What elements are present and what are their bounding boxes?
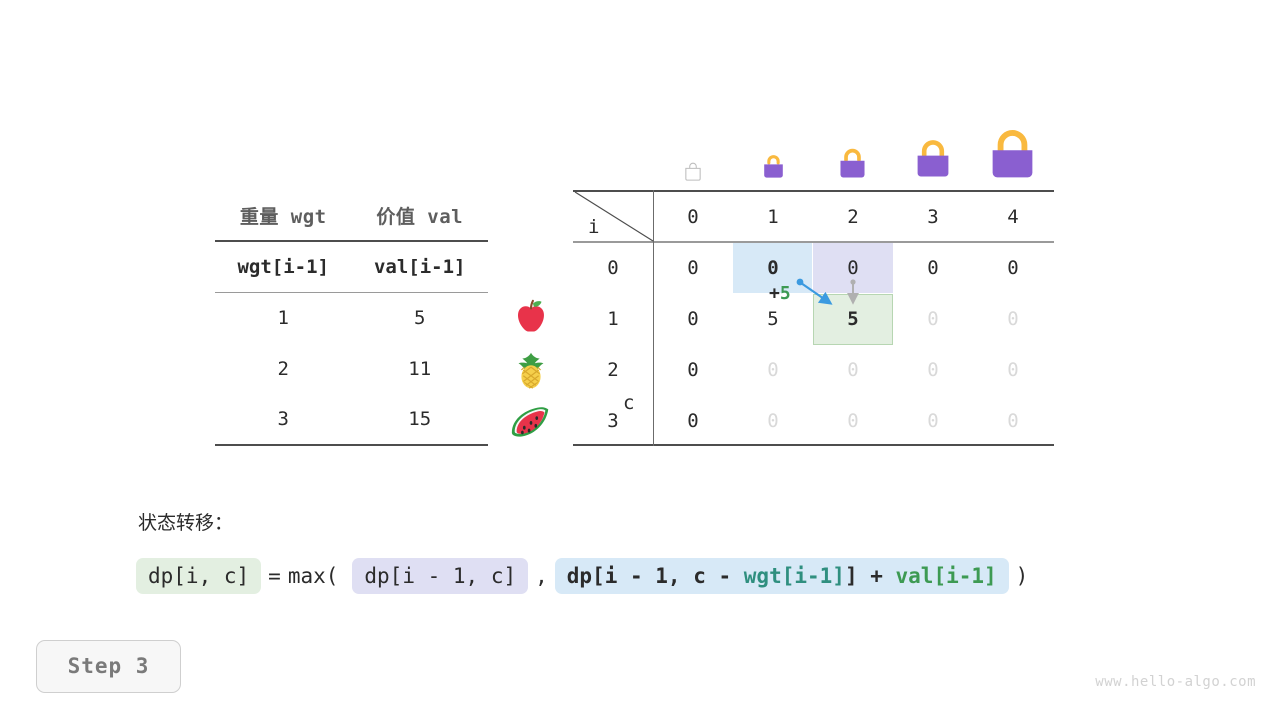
dp-cell-0-1: 0 [767, 257, 779, 279]
dp-cell-1-3: 0 [927, 308, 939, 330]
table-row: 1 5 [215, 292, 488, 343]
page-title: 状态转移： [138, 512, 234, 534]
state-transition-formula: dp[i, c] = max( dp[i - 1, c] , dp[i - 1,… [136, 558, 1035, 594]
dp-row-axis-label: i [588, 216, 600, 238]
bag-size-3-icon [911, 138, 955, 182]
dp-cell-2-3: 0 [927, 359, 939, 381]
bag-size-2-icon [834, 146, 871, 183]
dp-cell-3-4: 0 [1007, 410, 1019, 432]
formula-arg-skip: dp[i - 1, c] [352, 558, 529, 594]
dp-cell-2-4: 0 [1007, 359, 1019, 381]
dp-cell-3-2: 0 [847, 410, 859, 432]
dp-cell-0-4: 0 [1007, 257, 1019, 279]
item-value-3: 15 [408, 408, 432, 430]
formula-max-close: ) [1015, 564, 1029, 588]
dp-cell-2-2: 0 [847, 359, 859, 381]
dp-cell-2-0: 0 [687, 359, 699, 381]
dp-table-index-divider [653, 190, 655, 446]
dp-col-header-4: 4 [1007, 206, 1019, 228]
items-table: 重量 wgt 价值 val wgt[i-1] val[i-1] 1 5 2 11… [215, 190, 488, 447]
value-gain-number: 5 [779, 283, 791, 304]
dp-cell-0-2: 0 [847, 257, 859, 279]
dp-cell-1-0: 0 [687, 308, 699, 330]
watermelon-icon [508, 398, 554, 444]
items-table-var-row: wgt[i-1] val[i-1] [215, 241, 488, 292]
dp-cell-1-4: 0 [1007, 308, 1019, 330]
formula-equals: = [268, 564, 281, 588]
formula-arg-take-prefix: dp[i - 1, c - [566, 564, 744, 588]
table-row: 2 11 [215, 343, 488, 394]
item-weight-2: 2 [277, 357, 289, 380]
dp-table-header-rule [573, 241, 1054, 243]
item-value-1: 5 [414, 306, 426, 329]
formula-arg-take: dp[i - 1, c - wgt[i-1]] + val[i-1] [554, 558, 1009, 594]
corner-diagonal-line [574, 191, 654, 242]
dp-row-header-0: 0 [607, 257, 619, 279]
bag-size-4-icon [986, 129, 1039, 182]
dp-table: c 0 1 2 3 4 0 1 2 3 0 0 0 0 0 0 5 5 0 0 … [573, 190, 1054, 446]
dp-cell-3-3: 0 [927, 410, 939, 432]
dp-row-header-3: 3 [607, 410, 619, 432]
dp-cell-0-3: 0 [927, 257, 939, 279]
items-header-weight: 重量 wgt [239, 205, 327, 228]
pineapple-icon [508, 347, 554, 393]
items-var-wgt: wgt[i-1] [237, 255, 329, 278]
formula-target: dp[i, c] [136, 558, 262, 594]
item-weight-1: 1 [277, 306, 289, 329]
bag-size-1-icon [758, 152, 789, 183]
dp-col-header-1: 1 [767, 206, 779, 228]
status-badge: Step 3 [36, 640, 181, 693]
footer-watermark: www.hello-algo.com [1095, 674, 1256, 690]
dp-cell-3-1: 0 [767, 410, 779, 432]
dp-table-top-rule [573, 190, 1054, 192]
bag-size-0-icon [680, 158, 706, 184]
items-var-val: val[i-1] [373, 255, 466, 278]
value-gain-label: +5 [769, 283, 791, 304]
items-table-bottom-rule [215, 444, 488, 447]
dp-cell-0-0: 0 [687, 257, 699, 279]
dp-col-axis-label: c [623, 392, 635, 414]
formula-arg-take-mid: ] + [844, 564, 896, 588]
formula-arg-take-wgt: wgt[i-1] [743, 564, 845, 588]
apple-icon [508, 296, 554, 342]
items-header-value: 价值 val [376, 205, 464, 228]
dp-col-header-2: 2 [847, 206, 859, 228]
dp-cell-3-0: 0 [687, 410, 699, 432]
dp-cell-1-1: 5 [767, 308, 779, 330]
item-weight-3: 3 [277, 408, 289, 430]
dp-cell-1-2: 5 [847, 308, 859, 330]
dp-row-header-2: 2 [607, 359, 619, 381]
table-row: 3 15 [215, 394, 488, 445]
formula-comma: , [535, 564, 548, 588]
dp-row-header-1: 1 [607, 308, 619, 330]
dp-col-header-3: 3 [927, 206, 939, 228]
dp-col-header-0: 0 [687, 206, 699, 228]
dp-table-bottom-rule [573, 444, 1054, 446]
dp-cell-2-1: 0 [767, 359, 779, 381]
items-table-header-row: 重量 wgt 价值 val [215, 190, 488, 241]
item-value-2: 11 [408, 357, 432, 380]
formula-arg-take-val: val[i-1] [895, 564, 997, 588]
formula-max-open: max( [287, 564, 339, 588]
value-gain-operator: + [769, 283, 780, 304]
